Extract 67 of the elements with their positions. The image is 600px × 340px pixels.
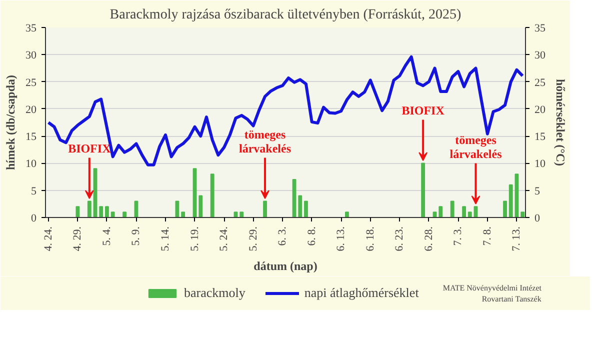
x-tick-label: 7. 8. xyxy=(481,226,494,246)
y-tick-label: 10 xyxy=(26,158,37,170)
bar xyxy=(263,200,267,218)
bar xyxy=(175,200,180,218)
bar xyxy=(468,212,472,218)
x-tick-label: 6. 28. xyxy=(422,226,435,252)
y-tick-label: 5 xyxy=(31,185,37,198)
y-tick-label: 0 xyxy=(31,212,37,224)
annotation: tömeges lárvakelés xyxy=(239,128,292,156)
x-tick-label: 5. 24. xyxy=(218,226,230,252)
line-series xyxy=(46,55,524,166)
bar xyxy=(503,200,507,218)
bar xyxy=(450,200,454,218)
bar xyxy=(438,206,443,218)
y2-tick-label: 30 xyxy=(534,50,546,62)
x-tick-label: 6. 8. xyxy=(306,226,318,246)
y-tick-label: 25 xyxy=(26,76,37,89)
x-tick-label: 4. 29. xyxy=(72,226,84,252)
bar xyxy=(210,174,214,218)
x-tick-label: 6. 23. xyxy=(394,226,406,252)
chart-title: Barackmoly rajzása őszibarack ültetvényben (Forráskút, 2025) xyxy=(110,8,462,22)
bar xyxy=(110,212,115,218)
x-tick-label: 6. 18. xyxy=(364,226,376,252)
bar xyxy=(462,206,466,218)
bar xyxy=(99,206,104,218)
x-tick-label: 5. 14. xyxy=(160,226,172,252)
bar xyxy=(520,212,525,218)
x-axis-title: dátum (nap) xyxy=(254,259,318,274)
legend-label: napi átlaghőmérséklet xyxy=(304,285,419,301)
legend-label: barackmoly xyxy=(184,285,246,301)
y2-tick-label: 5 xyxy=(534,185,540,198)
y2-tick-label: 15 xyxy=(534,131,546,144)
x-tick-label: 7. 3. xyxy=(452,226,464,246)
annotation: tömeges lárvakelés xyxy=(450,133,502,162)
y2-tick-label: 0 xyxy=(534,212,540,224)
bar xyxy=(240,212,244,218)
y-tick-label: 15 xyxy=(26,131,37,144)
y-tick-label: 30 xyxy=(26,50,37,62)
x-tick-label: 4. 24. xyxy=(42,226,54,252)
y-axis-title: hímek (db/csapda) xyxy=(4,74,18,170)
y2-axis-title: hőmérséklet (°C) xyxy=(554,78,568,166)
bar xyxy=(304,200,308,218)
annotation: BIOFIX xyxy=(402,104,445,118)
bar xyxy=(345,212,349,218)
x-tick-label: 5. 9. xyxy=(130,226,142,246)
bar xyxy=(87,200,92,218)
y2-tick-label: 20 xyxy=(534,104,546,116)
bar xyxy=(508,184,513,218)
bar xyxy=(105,206,109,218)
bar xyxy=(122,212,126,218)
bar xyxy=(298,195,302,218)
y2-tick-label: 25 xyxy=(534,76,546,89)
y2-tick-label: 35 xyxy=(534,22,546,34)
x-tick-label: 5. 19. xyxy=(188,226,201,252)
y-tick-label: 35 xyxy=(26,22,37,34)
bar xyxy=(181,212,186,218)
x-tick-label: 6. 3. xyxy=(276,226,289,246)
y2-tick-label: 10 xyxy=(534,158,546,170)
x-tick-label: 6. 13. xyxy=(335,226,348,252)
bar xyxy=(198,195,203,218)
text: MATE Növényvédelmi Intézet Rovartani Tanszék xyxy=(442,284,542,304)
bar xyxy=(421,162,426,218)
x-tick-label: 5. 29. xyxy=(247,226,260,252)
x-tick-label: 5. 4. xyxy=(100,226,113,246)
bar xyxy=(76,206,80,218)
x-tick-label: 7. 13. xyxy=(510,226,523,252)
y-tick-label: 20 xyxy=(26,104,37,116)
